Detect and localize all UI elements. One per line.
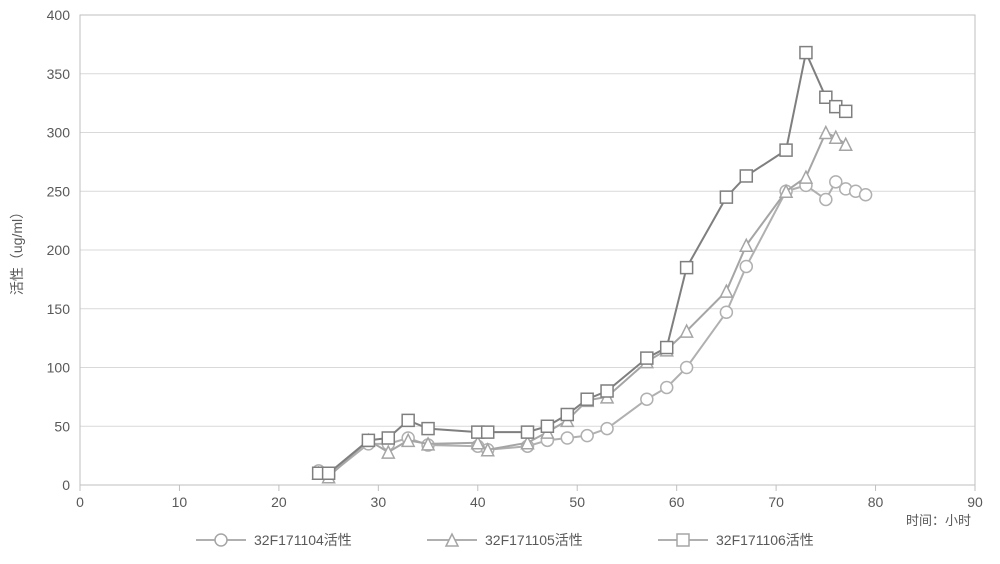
x-tick-label: 50 xyxy=(569,494,585,510)
data-marker xyxy=(601,385,613,397)
x-tick-label: 90 xyxy=(967,494,983,510)
data-marker xyxy=(800,47,812,59)
x-tick-label: 0 xyxy=(76,494,84,510)
data-marker xyxy=(641,352,653,364)
y-tick-label: 50 xyxy=(54,418,70,434)
data-marker xyxy=(720,191,732,203)
x-axis-label: 时间：小时 xyxy=(906,513,971,528)
data-marker xyxy=(522,426,534,438)
x-tick-label: 80 xyxy=(868,494,884,510)
data-marker xyxy=(422,423,434,435)
data-marker xyxy=(561,432,573,444)
x-tick-label: 40 xyxy=(470,494,486,510)
data-marker xyxy=(323,467,335,479)
data-marker xyxy=(561,409,573,421)
data-marker xyxy=(541,420,553,432)
data-marker xyxy=(681,262,693,274)
legend-label: 32F171104活性 xyxy=(254,532,352,548)
legend-marker xyxy=(677,534,689,546)
chart-container: 0 50 100 150 200 250 300 350 400 0 10 20 30 40 50 60 70 8… xyxy=(0,0,1000,564)
y-tick-label: 300 xyxy=(47,125,71,141)
x-tick-label: 70 xyxy=(768,494,784,510)
data-marker xyxy=(382,432,394,444)
data-marker xyxy=(601,423,613,435)
data-marker xyxy=(661,342,673,354)
data-marker xyxy=(860,189,872,201)
data-marker xyxy=(740,260,752,272)
data-marker xyxy=(402,414,414,426)
data-marker xyxy=(661,381,673,393)
x-tick-label: 20 xyxy=(271,494,287,510)
x-tick-label: 10 xyxy=(172,494,188,510)
x-tick-label: 60 xyxy=(669,494,685,510)
data-marker xyxy=(720,306,732,318)
x-tick-label: 30 xyxy=(371,494,387,510)
data-marker xyxy=(780,144,792,156)
data-marker xyxy=(681,362,693,374)
data-marker xyxy=(482,426,494,438)
data-marker xyxy=(581,430,593,442)
legend-marker xyxy=(215,534,227,546)
y-axis-label: 活性（ug/ml） xyxy=(9,205,25,295)
legend-label: 32F171106活性 xyxy=(716,532,814,548)
data-marker xyxy=(581,393,593,405)
data-marker xyxy=(362,434,374,446)
y-tick-label: 400 xyxy=(47,7,71,23)
line-chart: 0 50 100 150 200 250 300 350 400 0 10 20 30 40 50 60 70 8… xyxy=(0,0,1000,564)
y-tick-label: 200 xyxy=(47,242,71,258)
y-tick-label: 250 xyxy=(47,183,71,199)
data-marker xyxy=(740,170,752,182)
data-marker xyxy=(840,105,852,117)
data-marker xyxy=(641,393,653,405)
y-tick-label: 0 xyxy=(62,477,70,493)
y-tick-label: 150 xyxy=(47,301,71,317)
data-marker xyxy=(820,193,832,205)
legend-label: 32F171105活性 xyxy=(485,532,583,548)
y-tick-label: 100 xyxy=(47,360,71,376)
y-tick-label: 350 xyxy=(47,66,71,82)
